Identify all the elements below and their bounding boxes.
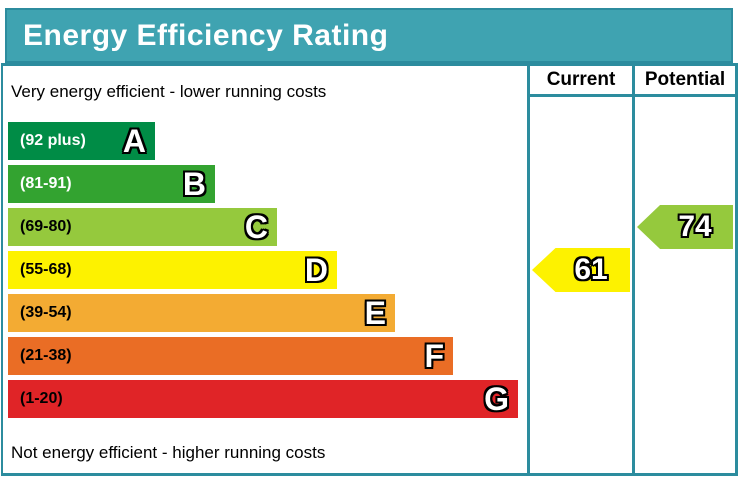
rating-table: Very energy efficient - lower running co…	[1, 63, 738, 476]
potential-column: Potential 74	[632, 66, 735, 473]
potential-rating-value: 74	[678, 210, 712, 243]
potential-column-header: Potential	[635, 66, 735, 97]
band-letter: D	[304, 252, 328, 288]
band-row-F: (21-38) F	[8, 337, 527, 380]
current-column: Current 61	[527, 66, 632, 473]
band-row-A: (92 plus) A	[8, 122, 527, 165]
band-letter: A	[122, 123, 146, 159]
band-bar-D: (55-68) D	[8, 251, 337, 289]
band-range-label: (81-91)	[20, 175, 72, 192]
chart-title-bar: Energy Efficiency Rating	[5, 8, 733, 63]
current-rating-value: 61	[574, 253, 608, 286]
band-bar-A: (92 plus) A	[8, 122, 155, 160]
band-range-label: (55-68)	[20, 261, 72, 278]
band-row-E: (39-54) E	[8, 294, 527, 337]
band-range-label: (69-80)	[20, 218, 72, 235]
chart-title: Energy Efficiency Rating	[23, 18, 389, 52]
band-range-label: (92 plus)	[20, 132, 86, 149]
current-column-header: Current	[530, 66, 632, 97]
band-bar-F: (21-38) F	[8, 337, 453, 375]
top-note: Very energy efficient - lower running co…	[11, 82, 327, 101]
bands-column: Very energy efficient - lower running co…	[3, 66, 527, 473]
band-letter: C	[244, 209, 268, 245]
band-row-D: (55-68) D	[8, 251, 527, 294]
band-letter: E	[364, 295, 386, 331]
current-rating-arrow: 61	[532, 248, 630, 292]
band-letter: B	[182, 166, 206, 202]
bands-list: (92 plus) A (81-91) B (69-80) C (55-68) D (39-54…	[8, 122, 527, 423]
band-letter: F	[424, 338, 444, 374]
bottom-note: Not energy efficient - higher running co…	[11, 443, 326, 462]
band-range-label: (1-20)	[20, 390, 63, 407]
band-bar-G: (1-20) G	[8, 380, 518, 418]
band-bar-B: (81-91) B	[8, 165, 215, 203]
band-range-label: (21-38)	[20, 347, 72, 364]
band-bar-C: (69-80) C	[8, 208, 277, 246]
band-range-label: (39-54)	[20, 304, 72, 321]
band-row-B: (81-91) B	[8, 165, 527, 208]
band-letter: G	[484, 381, 509, 417]
band-row-G: (1-20) G	[8, 380, 527, 423]
potential-rating-arrow: 74	[637, 205, 733, 249]
band-row-C: (69-80) C	[8, 208, 527, 251]
band-bar-E: (39-54) E	[8, 294, 395, 332]
